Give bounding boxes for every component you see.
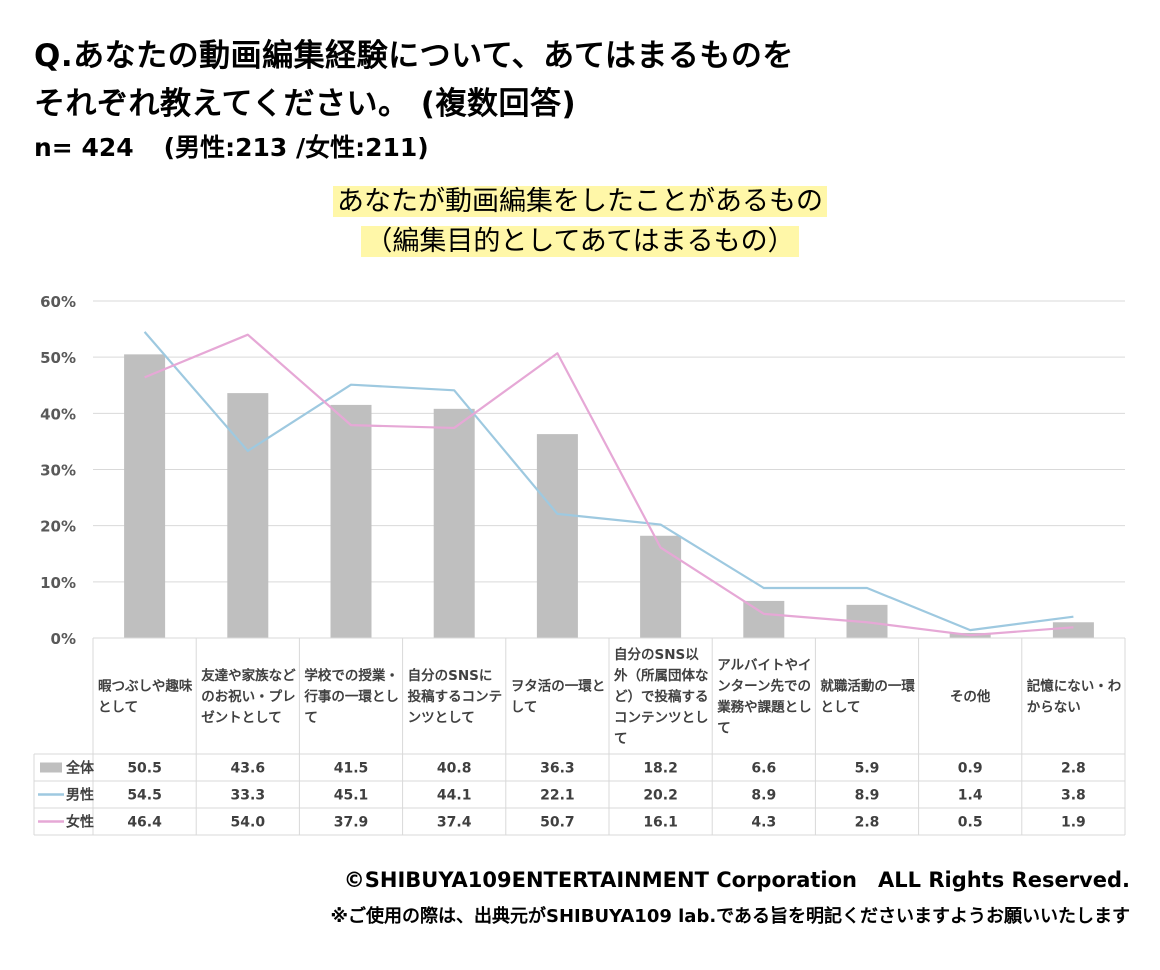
x-category-label: 記憶にない・わからない [1027, 678, 1122, 716]
data-value-label: 46.4 [127, 815, 162, 831]
copyright: ©SHIBUYA109ENTERTAINMENT Corporation ALL… [343, 868, 1130, 892]
data-value-label: 4.3 [751, 815, 776, 831]
data-value-label: 50.5 [127, 761, 162, 777]
data-value-label: 18.2 [643, 761, 678, 777]
sample-breakdown: (男性:213 /女性:211) [163, 133, 429, 162]
x-category-label: 就職活動の一環として [820, 678, 915, 716]
data-value-label: 2.8 [1061, 761, 1086, 777]
legend-label: 男性 [66, 787, 94, 804]
chart-title-line1: あなたが動画編集をしたことがあるもの [333, 186, 827, 217]
data-value-label: 37.4 [437, 815, 472, 831]
y-tick-label: 50% [40, 349, 76, 367]
data-value-label: 37.9 [334, 815, 369, 831]
data-value-label: 8.9 [751, 788, 776, 804]
series-line-男性 [143, 331, 1074, 632]
bar [124, 354, 166, 638]
sample-total: n= 424 [34, 133, 134, 162]
bar [640, 535, 682, 638]
data-value-label: 43.6 [231, 761, 266, 777]
data-value-label: 6.6 [751, 761, 776, 777]
sample-size: n= 424 (男性:213 /女性:211) [34, 128, 429, 164]
x-category-label: ヲタ活の一環として [511, 678, 606, 716]
data-value-label: 16.1 [643, 815, 678, 831]
legend-label: 全体 [65, 760, 95, 777]
x-category-label: 学校での授業・行事の一環として [303, 667, 399, 726]
data-value-label: 3.8 [1061, 788, 1086, 804]
data-value-label: 54.0 [231, 815, 266, 831]
data-value-label: 22.1 [540, 788, 575, 804]
y-tick-label: 60% [40, 293, 76, 311]
data-value-label: 36.3 [540, 761, 575, 777]
data-value-label: 20.2 [643, 788, 678, 804]
data-value-label: 0.5 [958, 815, 983, 831]
data-value-label: 40.8 [437, 761, 472, 777]
y-tick-label: 10% [40, 574, 76, 592]
series-line-女性 [144, 333, 1074, 637]
bar [536, 434, 578, 638]
y-tick-label: 30% [40, 462, 76, 480]
data-value-label: 45.1 [334, 788, 369, 804]
legend-label: 女性 [66, 814, 94, 831]
question-title: Q.あなたの動画編集経験について、あてはまるものを それぞれ教えてください。 (… [34, 32, 794, 128]
data-value-label: 50.7 [540, 815, 575, 831]
x-category-label: 自分のSNS以外（所属団体など）で投稿するコンテンツとして [614, 646, 709, 747]
x-category-label: アルバイトやインターン先での業務や課題として [716, 658, 812, 737]
data-value-label: 1.4 [958, 788, 983, 804]
chart-title-line2: （編集目的としてあてはまるもの） [361, 226, 799, 257]
data-value-label: 5.9 [855, 761, 880, 777]
data-value-label: 1.9 [1061, 815, 1086, 831]
bar [227, 393, 269, 638]
data-value-label: 33.3 [231, 788, 266, 804]
bar [1052, 622, 1094, 638]
usage-note: ※ご使用の際は、出典元がSHIBUYA109 lab.である旨を明記くださいます… [330, 906, 1131, 927]
bar [743, 600, 785, 638]
y-tick-label: 0% [51, 630, 76, 648]
question-title-line1: Q.あなたの動画編集経験について、あてはまるものを [34, 38, 794, 74]
x-category-label: 友達や家族などのお祝い・プレゼントとして [201, 667, 296, 726]
chart-title: あなたが動画編集をしたことがあるもの （編集目的としてあてはまるもの） [0, 182, 1160, 262]
x-category-label: 自分のSNSに投稿するコンテンツとして [408, 667, 503, 726]
data-value-label: 0.9 [958, 761, 983, 777]
bar [330, 404, 372, 638]
data-value-label: 2.8 [855, 815, 880, 831]
question-title-line2: それぞれ教えてください。 (複数回答) [34, 86, 577, 122]
data-value-label: 41.5 [334, 761, 369, 777]
data-value-label: 54.5 [127, 788, 162, 804]
y-tick-label: 40% [40, 405, 76, 423]
legend-key-全体 [40, 762, 62, 773]
data-value-label: 8.9 [855, 788, 880, 804]
x-category-label: 暇つぶしや趣味として [98, 678, 193, 716]
bar [433, 408, 475, 638]
y-tick-label: 20% [40, 518, 76, 536]
x-category-label: その他 [950, 688, 991, 705]
data-value-label: 44.1 [437, 788, 472, 804]
